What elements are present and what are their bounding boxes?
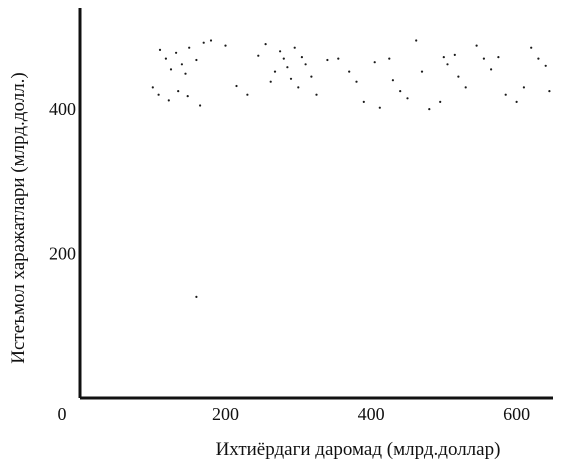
data-point-26 xyxy=(289,77,293,80)
data-point-62 xyxy=(544,64,547,67)
data-point-46 xyxy=(428,108,431,111)
x-tick-label-0: 0 xyxy=(58,404,67,424)
x-axis-label: Ихтиёрдаги даромад (млрд.доллар) xyxy=(216,439,501,460)
data-point-12 xyxy=(177,90,180,93)
data-point-13 xyxy=(186,95,189,98)
data-point-57 xyxy=(504,93,507,96)
data-point-20 xyxy=(264,43,267,46)
data-point-48 xyxy=(442,56,445,59)
data-point-38 xyxy=(373,61,376,64)
data-point-44 xyxy=(415,39,418,42)
data-point-43 xyxy=(406,97,409,100)
data-point-36 xyxy=(355,80,358,83)
data-point-30 xyxy=(304,63,307,66)
data-point-17 xyxy=(235,84,238,88)
data-point-2 xyxy=(169,68,173,71)
x-tick-label-200: 200 xyxy=(212,404,239,424)
data-point-7 xyxy=(195,58,198,62)
data-point-14 xyxy=(199,104,202,107)
data-point-18 xyxy=(246,93,249,96)
data-point-50 xyxy=(453,53,456,57)
data-point-60 xyxy=(530,46,533,49)
plot-area xyxy=(78,8,553,400)
data-point-49 xyxy=(446,63,449,66)
data-point-9 xyxy=(151,86,154,89)
data-point-21 xyxy=(269,80,272,83)
x-tick-label-400: 400 xyxy=(358,404,385,424)
data-point-47 xyxy=(439,100,442,103)
data-point-25 xyxy=(286,66,289,69)
data-point-35 xyxy=(348,70,351,73)
data-point-55 xyxy=(490,68,493,71)
data-point-64 xyxy=(195,295,198,298)
data-point-41 xyxy=(391,79,394,82)
data-point-37 xyxy=(362,100,365,103)
x-tick-labels: 0 200 400 600 xyxy=(58,404,531,424)
data-point-11 xyxy=(167,99,170,102)
data-point-54 xyxy=(482,57,485,60)
data-points xyxy=(151,39,551,298)
data-point-3 xyxy=(175,51,178,54)
data-point-34 xyxy=(337,57,340,60)
data-point-0 xyxy=(158,48,162,52)
data-point-32 xyxy=(315,93,318,96)
data-point-22 xyxy=(273,70,277,73)
data-point-33 xyxy=(326,58,329,62)
data-point-8 xyxy=(202,41,205,44)
y-tick-labels: 200 400 xyxy=(49,99,76,264)
data-point-40 xyxy=(388,57,391,60)
data-point-31 xyxy=(310,75,313,78)
y-tick-label-200: 200 xyxy=(49,244,76,264)
data-point-6 xyxy=(188,46,191,49)
data-point-1 xyxy=(164,57,167,60)
data-point-23 xyxy=(279,50,282,53)
y-axis-label: Истеъмол харажатлари (млрд.долл.) xyxy=(8,72,29,364)
data-point-19 xyxy=(257,54,260,57)
data-point-63 xyxy=(548,90,551,93)
data-point-51 xyxy=(457,75,460,78)
data-point-24 xyxy=(282,57,285,60)
data-point-53 xyxy=(475,44,478,47)
data-point-52 xyxy=(464,86,467,89)
data-point-39 xyxy=(378,106,381,109)
y-tick-label-400: 400 xyxy=(49,99,76,119)
data-point-28 xyxy=(297,86,300,89)
data-point-27 xyxy=(293,46,296,49)
data-point-5 xyxy=(184,72,187,75)
data-point-15 xyxy=(209,39,213,42)
x-tick-label-600: 600 xyxy=(503,404,530,424)
data-point-4 xyxy=(180,63,183,66)
data-point-29 xyxy=(300,56,303,59)
data-point-59 xyxy=(522,86,526,89)
data-point-16 xyxy=(224,44,227,47)
data-point-58 xyxy=(515,100,518,103)
data-point-61 xyxy=(537,57,540,60)
data-point-45 xyxy=(420,70,424,73)
data-point-56 xyxy=(497,56,500,59)
data-point-42 xyxy=(399,90,402,93)
data-point-10 xyxy=(157,93,160,96)
